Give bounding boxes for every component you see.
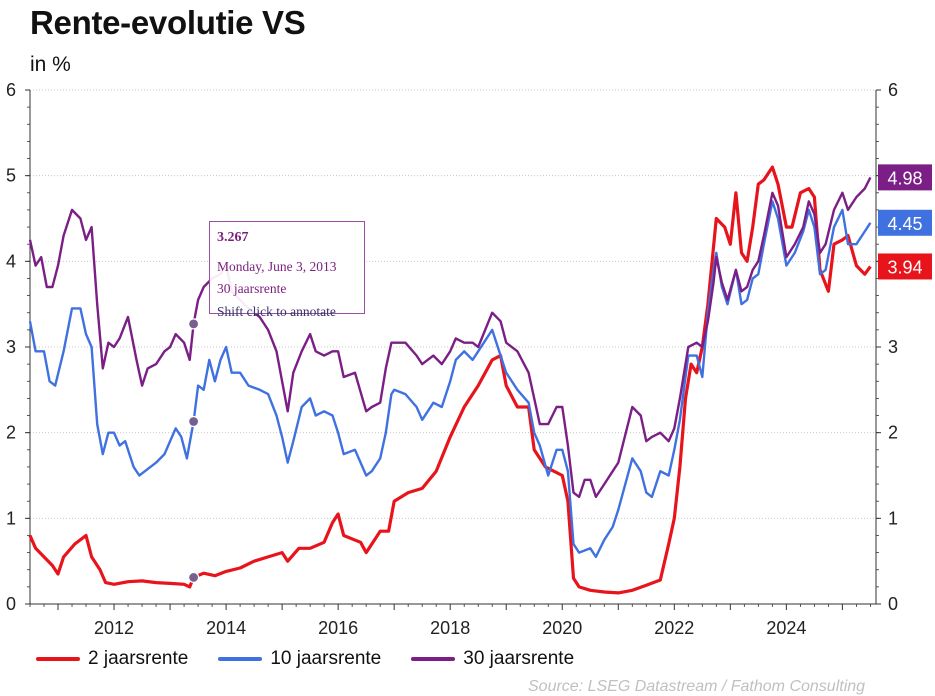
legend-swatch-2y <box>36 657 80 661</box>
source-note: Source: LSEG Datastream / Fathom Consult… <box>528 678 866 695</box>
legend-item-10y[interactable]: 10 jaarsrente <box>218 648 381 670</box>
tooltip-date: Monday, June 3, 2013 <box>217 258 337 274</box>
highlight-marker-2y <box>187 571 200 584</box>
end-label-10y: 4.45 <box>887 214 922 234</box>
legend-item-30y[interactable]: 30 jaarsrente <box>411 648 574 670</box>
chart-subtitle: in % <box>30 53 71 76</box>
legend-label-30y: 30 jaarsrente <box>463 648 575 669</box>
x-tick-2024: 2024 <box>766 618 806 638</box>
x-tick-2022: 2022 <box>654 618 694 638</box>
end-label-2y: 3.94 <box>887 257 922 277</box>
legend: 2 jaarsrente 10 jaarsrente 30 jaarsrente <box>36 647 604 671</box>
x-tick-2012: 2012 <box>94 618 134 638</box>
y-tick-left-3: 3 <box>6 337 16 357</box>
highlight-marker-30y <box>187 318 200 330</box>
end-label-box-30y <box>878 164 932 191</box>
y-tick-right-1: 1 <box>888 508 898 528</box>
y-tick-right-0: 0 <box>888 594 898 614</box>
y-tick-left-6: 6 <box>6 80 16 100</box>
y-tick-left-5: 5 <box>6 166 16 186</box>
chart-title: Rente-evolutie VS <box>30 4 306 41</box>
highlight-marker-10y <box>187 415 200 428</box>
legend-item-2y[interactable]: 2 jaarsrente <box>36 648 188 670</box>
tooltip-value: 3.267 <box>217 230 249 245</box>
y-tick-left-0: 0 <box>6 594 16 614</box>
legend-swatch-10y <box>218 657 263 661</box>
y-tick-right-3: 3 <box>888 337 898 357</box>
x-tick-2018: 2018 <box>430 618 470 638</box>
x-tick-2014: 2014 <box>206 618 246 638</box>
end-label-box-10y <box>878 209 932 236</box>
legend-label-2y: 2 jaarsrente <box>88 648 189 669</box>
series-line-2y <box>28 165 872 595</box>
legend-label-10y: 10 jaarsrente <box>270 648 382 669</box>
legend-swatch-30y <box>411 657 456 661</box>
end-label-30y: 4.98 <box>887 168 922 188</box>
end-label-box-2y <box>878 253 932 280</box>
y-tick-left-2: 2 <box>6 423 16 443</box>
y-tick-left-1: 1 <box>6 508 16 528</box>
x-tick-2016: 2016 <box>318 618 358 638</box>
y-tick-right-2: 2 <box>888 423 898 443</box>
tooltip-hint: Shift click to annotate <box>217 303 336 319</box>
y-tick-right-6: 6 <box>888 80 898 100</box>
chart-tooltip: 3.267 Monday, June 3, 2013 30 jaarsrente… <box>209 221 365 319</box>
series-line-30y <box>28 176 872 499</box>
tooltip-series: 30 jaarsrente <box>217 281 287 296</box>
y-tick-left-4: 4 <box>6 251 16 271</box>
x-tick-2020: 2020 <box>542 618 582 638</box>
